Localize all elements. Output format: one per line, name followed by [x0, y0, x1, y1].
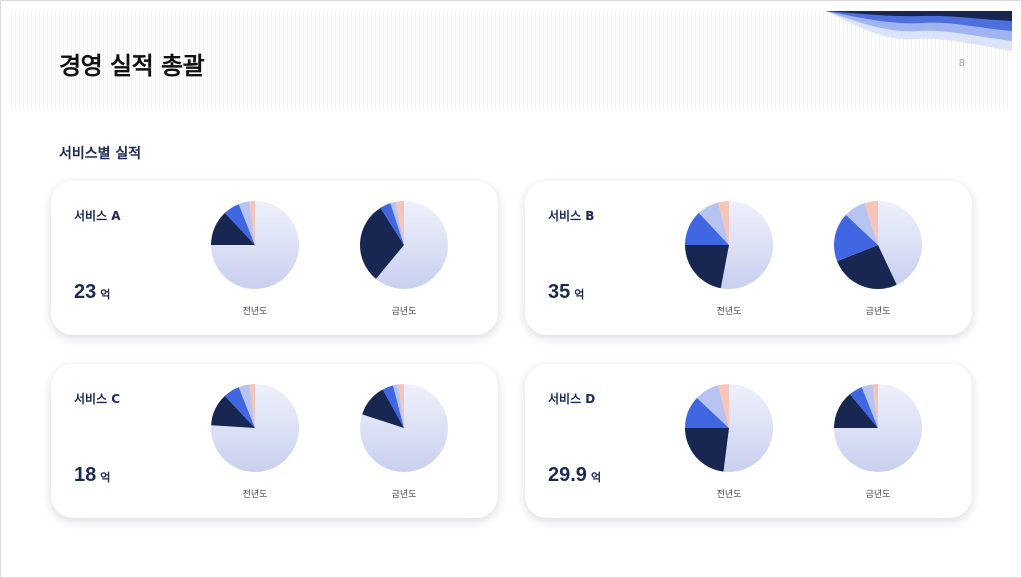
pie-slice-blue — [685, 212, 729, 245]
pie-label-prev-year: 전년도 — [716, 490, 742, 500]
pie-label-current-year: 금년도 — [391, 307, 417, 317]
pie-slice-navy — [685, 245, 729, 289]
pie-slice-base — [211, 384, 300, 472]
pie-slice-navy — [211, 395, 255, 428]
pie-slice-light-blue — [696, 385, 729, 428]
service-title: 서비스 B — [548, 209, 595, 223]
service-revenue: 35 억 — [548, 281, 584, 304]
service-title: 서비스 C — [74, 392, 121, 406]
revenue-unit: 억 — [100, 288, 111, 301]
service-card-c: 서비스 C 18 억 전년도 금년도 — [51, 364, 498, 518]
pie-slice-peach — [718, 201, 729, 245]
revenue-unit: 억 — [100, 471, 111, 484]
pie-slice-navy — [685, 428, 729, 472]
pie-slice-light-blue — [238, 201, 255, 245]
pie-slice-blue — [834, 214, 878, 262]
pie-slice-navy — [362, 389, 404, 428]
pie-chart-prev-year — [211, 384, 300, 472]
pie-slice-blue — [849, 387, 878, 428]
service-revenue: 23 억 — [74, 281, 110, 304]
service-revenue: 29.9 억 — [548, 464, 601, 487]
pie-slice-base — [375, 201, 448, 289]
pie-slice-light-blue — [845, 203, 878, 245]
pie-slice-peach — [864, 201, 878, 245]
pie-chart-current-year — [359, 384, 448, 472]
pie-label-current-year: 금년도 — [865, 307, 891, 317]
pie-slice-peach — [872, 384, 878, 428]
revenue-unit: 억 — [574, 288, 585, 301]
pie-chart-prev-year — [211, 201, 299, 289]
pie-slice-light-blue — [861, 384, 878, 428]
service-card-b: 서비스 B 35 억 전년도 금년도 — [525, 181, 972, 335]
pie-label-prev-year: 전년도 — [242, 307, 268, 317]
pie-slice-peach — [249, 201, 255, 245]
revenue-unit: 억 — [590, 471, 602, 484]
pie-chart-current-year — [834, 384, 922, 472]
pie-slice-blue — [224, 387, 255, 428]
section-title: 서비스별 실적 — [59, 146, 142, 162]
revenue-value: 18 — [74, 464, 97, 486]
pie-slice-blue — [380, 203, 404, 245]
header-stripe-band — [11, 11, 1011, 109]
service-card-d: 서비스 D 29.9 억 전년도 금년도 — [525, 364, 972, 518]
pie-slice-navy — [211, 212, 255, 245]
pie-slice-navy — [834, 394, 878, 428]
pie-label-current-year: 금년도 — [391, 490, 417, 500]
pie-slice-light-blue — [238, 384, 255, 428]
revenue-value: 35 — [548, 281, 571, 303]
pie-slice-light-blue — [390, 201, 404, 245]
revenue-value: 23 — [74, 281, 97, 303]
pie-slice-base — [878, 201, 922, 285]
pie-slice-peach — [249, 384, 255, 428]
pie-slice-peach — [395, 201, 404, 245]
pie-slice-navy — [359, 207, 404, 279]
pie-slice-base — [723, 384, 774, 472]
pie-slice-peach — [718, 384, 729, 428]
pie-slice-peach — [398, 384, 404, 428]
page-title: 경영 실적 총괄 — [59, 52, 205, 80]
service-title: 서비스 A — [74, 209, 121, 223]
pie-slice-blue — [685, 397, 729, 428]
pie-chart-prev-year — [685, 201, 774, 289]
pie-chart-prev-year — [685, 384, 774, 472]
pie-label-current-year: 금년도 — [865, 490, 891, 500]
pie-slice-blue — [382, 385, 404, 428]
service-revenue: 18 억 — [74, 464, 110, 487]
service-title: 서비스 D — [548, 392, 596, 406]
pie-slice-light-blue — [393, 384, 404, 428]
pie-slice-navy — [837, 245, 897, 289]
pie-slice-light-blue — [698, 202, 729, 245]
pie-slice-base — [720, 201, 774, 289]
pie-slice-blue — [224, 204, 255, 245]
revenue-value: 29.9 — [548, 464, 587, 486]
pie-chart-current-year — [834, 201, 922, 289]
service-card-a: 서비스 A 23 억 전년도 금년도 — [51, 181, 498, 335]
pie-label-prev-year: 전년도 — [716, 307, 742, 317]
pie-chart-current-year — [359, 201, 448, 289]
pie-slice-base — [359, 384, 448, 472]
page-number: 8 — [959, 58, 965, 69]
wave-decoration — [826, 11, 1012, 51]
pie-label-prev-year: 전년도 — [242, 490, 268, 500]
